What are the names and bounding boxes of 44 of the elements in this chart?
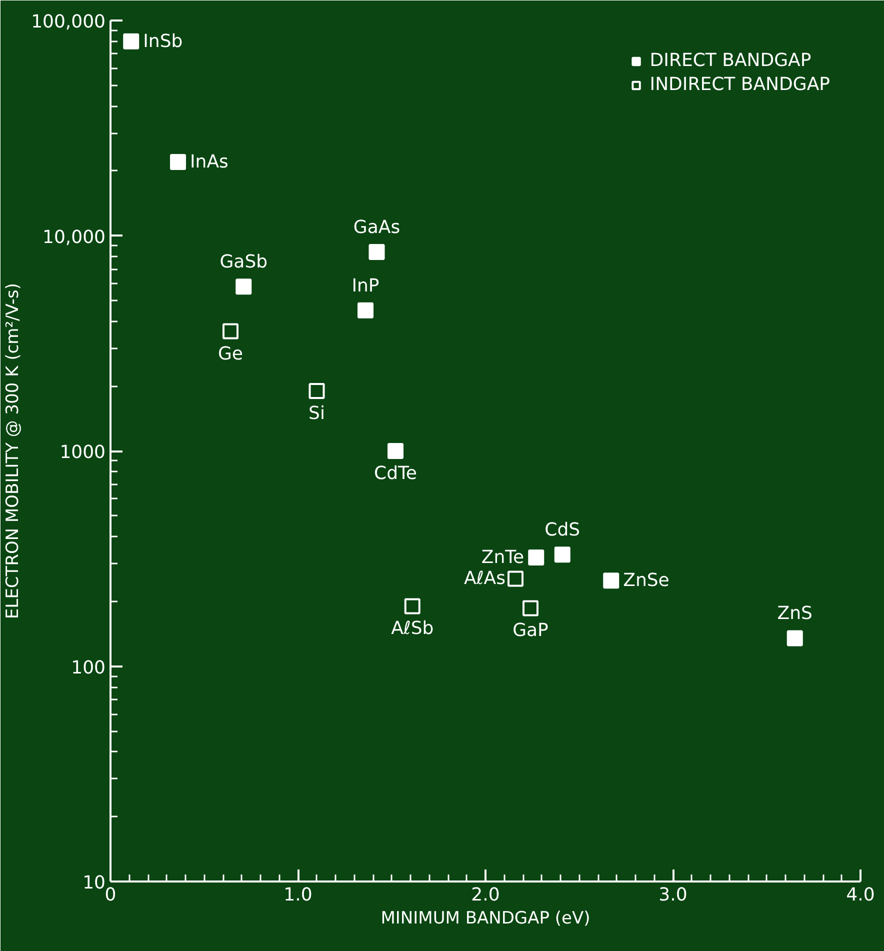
annotation: ZnTe (481, 547, 524, 568)
point (522, 600, 538, 616)
point (368, 244, 385, 260)
y-tick-label: 100,000 (31, 12, 106, 32)
point (528, 550, 544, 566)
annotation: CdS (544, 520, 580, 541)
annotation: Si (308, 403, 325, 424)
annotation: Ge (218, 343, 244, 364)
annotation: GaSb (220, 252, 268, 273)
point (308, 383, 325, 399)
point (554, 546, 570, 563)
annotation: ZnSe (623, 570, 670, 592)
x-tick-label: 0 (104, 884, 116, 906)
point (222, 323, 238, 340)
annotation: ZnS (777, 603, 812, 624)
y-tick-label: 1000 (60, 442, 106, 463)
annotation: AℓAs (464, 568, 506, 590)
y-axis-title: ELECTRON MOBILITY @ 300 K (cm²/V-s) (3, 282, 24, 620)
point (236, 278, 252, 295)
y-tick-label: 10,000 (42, 226, 106, 248)
y-tick-label: 100 (71, 657, 106, 678)
point (786, 630, 803, 646)
point (603, 572, 620, 589)
point (123, 33, 140, 50)
point (358, 302, 374, 318)
legend-label: INDIRECT BANDGAP (650, 74, 830, 95)
point (170, 154, 186, 170)
annotation: GaP (512, 620, 549, 642)
annotation: AℓSb (391, 618, 434, 640)
annotation: CdTe (374, 463, 418, 484)
x-axis-title: MINIMUM BANDGAP (eV) (380, 908, 590, 928)
x-tick-label: 4.0 (846, 884, 875, 906)
point (508, 570, 524, 587)
annotation: InAs (190, 152, 228, 173)
annotation: InSb (143, 30, 183, 52)
x-tick-label: 2.0 (471, 884, 500, 906)
legend-label: DIRECT BANDGAP (650, 50, 812, 71)
y-tick-label: 10 (82, 872, 106, 894)
point (388, 443, 404, 459)
annotation: InP (352, 275, 380, 296)
annotation: GaAs (353, 217, 400, 238)
x-tick-label: 1.0 (284, 884, 312, 906)
x-tick-label: 3.0 (658, 884, 688, 906)
point (404, 598, 420, 614)
